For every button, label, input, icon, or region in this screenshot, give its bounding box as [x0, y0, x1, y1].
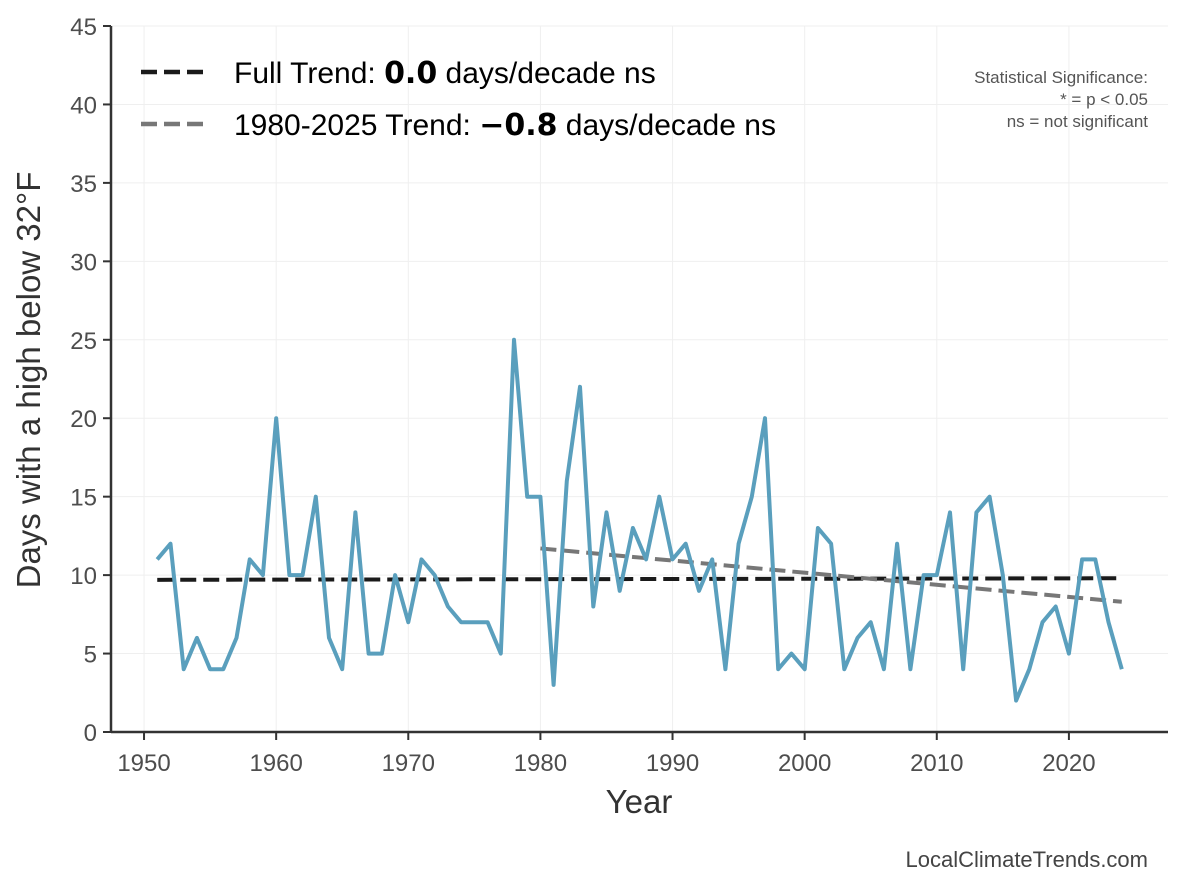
y-ticks: 0 5 10 15 20 25 30 35 40 45: [70, 14, 111, 747]
y-tick-label-15: 15: [70, 485, 97, 512]
significance-star: * = p < 0.05: [1060, 90, 1148, 109]
y-tick-label-35: 35: [70, 171, 97, 198]
y-tick-label-10: 10: [70, 563, 97, 590]
y-tick-label-20: 20: [70, 406, 97, 433]
legend-full-suffix: days/decade ns: [437, 57, 655, 90]
x-tick-label-1950: 1950: [117, 750, 170, 777]
grid: [111, 25, 1168, 732]
y-tick-label-30: 30: [70, 249, 97, 276]
trend-lines: [157, 546, 1122, 604]
x-tick-label-1960: 1960: [249, 750, 302, 777]
legend-recent-value: −0.8: [479, 108, 557, 143]
legend: Full Trend: 0.0 days/decade ns 1980-2025…: [141, 56, 776, 143]
x-tick-label-1970: 1970: [382, 750, 435, 777]
x-tick-label-1980: 1980: [514, 750, 567, 777]
y-tick-label-25: 25: [70, 328, 97, 355]
legend-recent-suffix: days/decade ns: [557, 109, 775, 142]
y-tick-label-45: 45: [70, 14, 97, 41]
x-tick-label-2010: 2010: [910, 750, 963, 777]
source-credit: LocalClimateTrends.com: [906, 847, 1149, 872]
data-points: [157, 339, 1122, 701]
significance-title: Statistical Significance:: [974, 68, 1148, 87]
y-tick-label-5: 5: [84, 642, 97, 669]
recent-trend-line: [540, 546, 1122, 604]
data-series-line: [155, 337, 1124, 703]
x-tick-label-2000: 2000: [778, 750, 831, 777]
x-ticks: 1950 1960 1970 1980 1990 2000 2010 2020: [117, 732, 1096, 777]
legend-full-value: 0.0: [384, 56, 437, 91]
legend-full-prefix: Full Trend:: [234, 57, 384, 90]
significance-note: Statistical Significance: * = p < 0.05 n…: [974, 68, 1148, 131]
x-tick-label-2020: 2020: [1042, 750, 1095, 777]
y-axis-title: Days with a high below 32°F: [10, 172, 47, 589]
x-tick-label-1990: 1990: [646, 750, 699, 777]
legend-recent-prefix: 1980-2025 Trend:: [234, 109, 479, 142]
y-tick-label-0: 0: [84, 720, 97, 747]
legend-entry-recent: 1980-2025 Trend: −0.8 days/decade ns: [234, 108, 776, 143]
x-axis-title: Year: [606, 783, 673, 820]
y-tick-label-40: 40: [70, 92, 97, 119]
significance-ns: ns = not significant: [1007, 112, 1149, 131]
full-trend-line: [157, 576, 1122, 582]
legend-entry-full: Full Trend: 0.0 days/decade ns: [234, 56, 656, 91]
